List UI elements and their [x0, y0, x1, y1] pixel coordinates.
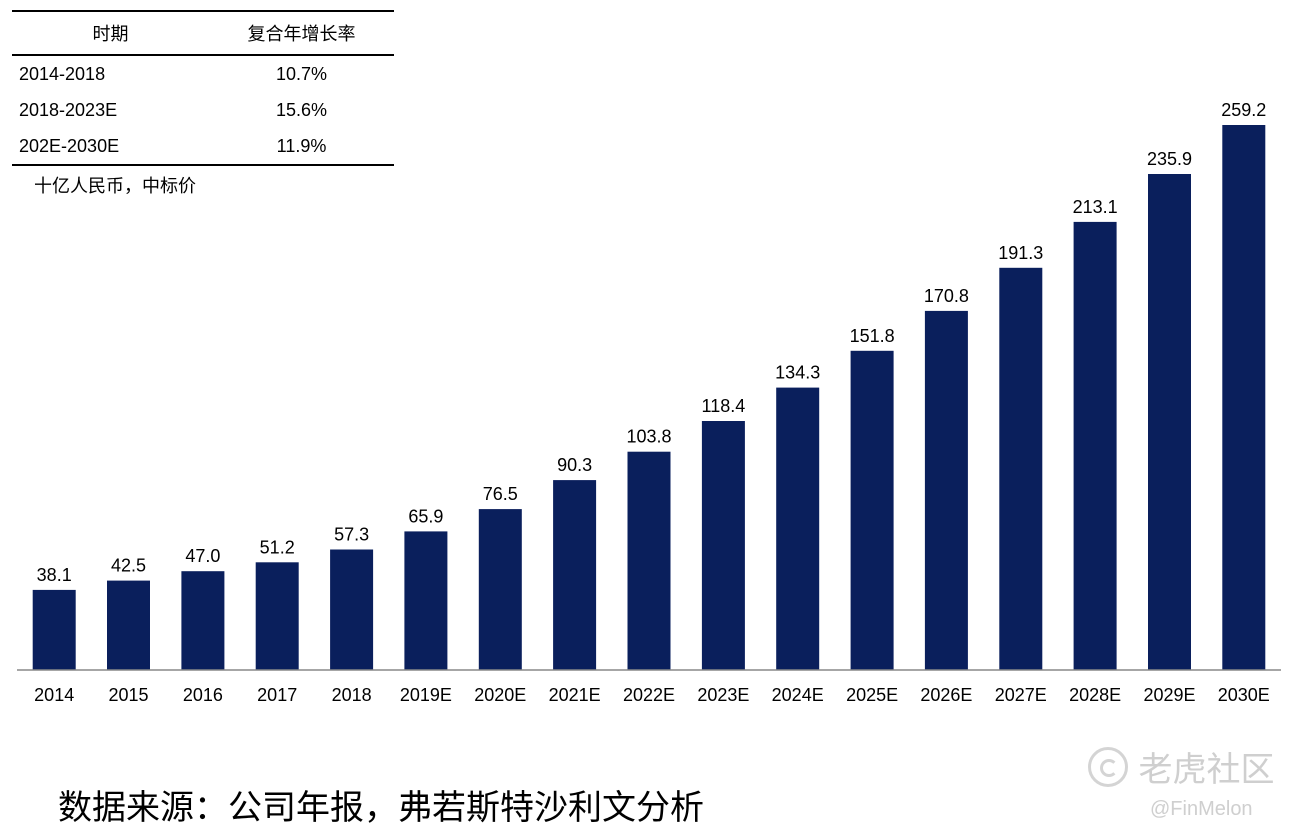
bars-group: [32, 125, 1266, 670]
value-label-2027E: 191.3: [998, 243, 1043, 263]
cagr-period: 2014-2018: [19, 63, 106, 84]
value-label-2017: 51.2: [260, 537, 295, 557]
value-label-2022E: 103.8: [626, 427, 671, 447]
bar-2016: [181, 571, 225, 670]
value-label-2026E: 170.8: [924, 286, 969, 306]
cagr-header-rate: 复合年增长率: [247, 24, 356, 44]
bar-2028E: [1073, 221, 1117, 670]
source-note: 数据来源：公司年报，弗若斯特沙利文分析: [58, 789, 704, 827]
bar-2029E: [1148, 174, 1191, 670]
bar-chart: 38.1 42.5 47.0 51.2 57.3 65.9 76.5 90.3 103.8 118…: [17, 100, 1281, 705]
x-tick-label-2017: 2017: [257, 685, 297, 705]
bar-2020E: [478, 509, 522, 670]
x-tick-label-2014: 2014: [34, 685, 74, 705]
bar-2014: [32, 589, 76, 670]
value-label-2020E: 76.5: [483, 484, 518, 504]
bar-2024E: [776, 387, 820, 670]
cagr-rate: 10.7%: [275, 63, 328, 84]
x-tick-label-2029E: 2029E: [1143, 685, 1195, 705]
table-row: 2018-2023E 15.6%: [12, 92, 394, 128]
unit-label: 十亿人民币，中标价: [34, 176, 196, 196]
cagr-rate: 11.9%: [276, 135, 327, 156]
x-tick-label-2022E: 2022E: [623, 685, 675, 705]
cagr-header-period: 时期: [92, 24, 129, 44]
bar-2018: [330, 549, 374, 670]
bar-2023E: [701, 421, 745, 670]
cagr-table-header-row: 时期 复合年增长率: [12, 11, 394, 55]
bar-2015: [107, 580, 150, 670]
value-label-2029E: 235.9: [1147, 149, 1192, 169]
x-tick-labels-group: 2014 2015 2016 2017 2018 2019E 2020E 2021E 2022E…: [34, 685, 1270, 705]
value-label-2016: 47.0: [185, 546, 220, 566]
bar-2019E: [404, 531, 448, 670]
bar-2027E: [999, 267, 1043, 670]
x-tick-label-2015: 2015: [108, 685, 148, 705]
value-label-2028E: 213.1: [1073, 197, 1118, 217]
value-labels-group: 38.1 42.5 47.0 51.2 57.3 65.9 76.5 90.3 103.8 118…: [37, 100, 1267, 585]
x-tick-label-2020E: 2020E: [474, 685, 526, 705]
x-tick-label-2016: 2016: [183, 685, 223, 705]
value-label-2023E: 118.4: [702, 396, 746, 416]
bar-2030E: [1222, 125, 1266, 670]
x-tick-label-2021E: 2021E: [549, 685, 601, 705]
cagr-rate: 15.6%: [275, 99, 328, 120]
x-tick-label-2028E: 2028E: [1069, 685, 1121, 705]
bar-2025E: [850, 350, 894, 670]
value-label-2018: 57.3: [334, 525, 369, 545]
bar-2022E: [627, 451, 671, 670]
bar-2017: [255, 562, 299, 670]
watermark-handle: @FinMelon: [1150, 798, 1253, 820]
value-label-2025E: 151.8: [850, 326, 895, 346]
x-tick-label-2030E: 2030E: [1218, 685, 1270, 705]
x-tick-label-2025E: 2025E: [846, 685, 898, 705]
watermark-name: 老虎社区: [1138, 751, 1275, 789]
value-label-2019E: 65.9: [408, 506, 443, 526]
cagr-table: 时期 复合年增长率 2014-2018 10.7% 2018-2023E 15.…: [12, 10, 394, 166]
x-tick-label-2019E: 2019E: [400, 685, 452, 705]
cagr-period: 202E-2030E: [19, 135, 120, 156]
bar-2021E: [553, 480, 597, 670]
cagr-period: 2018-2023E: [19, 99, 118, 120]
x-tick-label-2023E: 2023E: [697, 685, 749, 705]
value-label-2021E: 90.3: [557, 455, 592, 475]
x-tick-label-2026E: 2026E: [920, 685, 972, 705]
value-label-2024E: 134.3: [775, 363, 820, 383]
table-row: 2014-2018 10.7%: [12, 55, 394, 92]
value-label-2014: 38.1: [37, 565, 72, 585]
value-label-2030E: 259.2: [1221, 100, 1266, 120]
watermark: 老虎社区 @FinMelon: [1088, 742, 1275, 820]
bar-2026E: [924, 310, 968, 670]
x-tick-label-2024E: 2024E: [772, 685, 824, 705]
table-row: 202E-2030E 11.9%: [12, 128, 394, 165]
x-tick-label-2018: 2018: [332, 685, 372, 705]
tiger-logo-icon: [1088, 746, 1128, 787]
value-label-2015: 42.5: [111, 556, 146, 576]
x-tick-label-2027E: 2027E: [995, 685, 1047, 705]
